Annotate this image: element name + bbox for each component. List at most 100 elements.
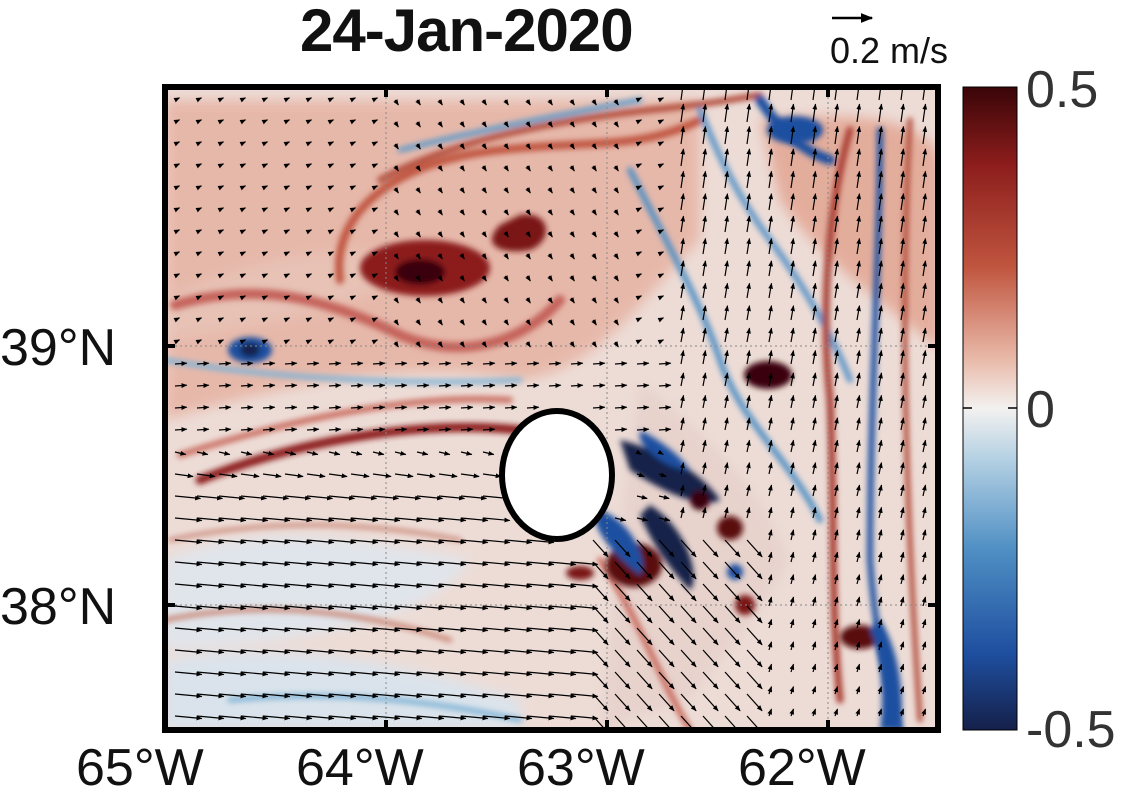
velocity-arrow <box>834 125 840 145</box>
velocity-arrow <box>262 649 291 655</box>
velocity-arrow <box>569 121 575 128</box>
velocity-arrow <box>394 671 423 677</box>
velocity-arrow <box>306 539 335 545</box>
velocity-arrow <box>217 163 225 169</box>
velocity-arrow <box>328 427 342 432</box>
velocity-arrow <box>702 193 708 211</box>
velocity-arrow <box>416 583 445 589</box>
velocity-arrow <box>855 574 861 585</box>
velocity-arrow <box>878 193 884 211</box>
velocity-arrow <box>174 583 203 589</box>
velocity-arrow <box>195 119 203 125</box>
velocity-arrow <box>459 231 465 238</box>
velocity-arrow <box>504 561 533 567</box>
velocity-arrow <box>547 341 553 348</box>
colorbar-tick-max: 0.5 <box>1026 61 1099 119</box>
velocity-arrow <box>196 427 210 432</box>
velocity-arrow <box>635 449 642 456</box>
velocity-arrow <box>569 231 575 238</box>
velocity-arrow <box>327 295 335 301</box>
velocity-arrow <box>702 260 707 277</box>
velocity-arrow <box>614 671 631 690</box>
velocity-arrow <box>724 87 730 101</box>
velocity-arrow <box>482 561 511 567</box>
velocity-arrow <box>240 383 254 388</box>
velocity-arrow <box>218 427 232 432</box>
velocity-arrow <box>790 103 796 123</box>
velocity-arrow <box>525 319 531 326</box>
velocity-arrow <box>591 319 597 326</box>
velocity-arrow <box>482 405 496 410</box>
velocity-arrow <box>701 506 707 519</box>
velocity-arrow <box>680 693 697 712</box>
velocity-arrow <box>922 260 927 277</box>
velocity-arrow <box>217 251 225 257</box>
velocity-arrow <box>371 317 379 323</box>
velocity-arrow <box>196 693 225 699</box>
velocity-arrow <box>790 237 796 255</box>
velocity-arrow <box>922 439 927 453</box>
velocity-arrow <box>877 462 883 475</box>
velocity-arrow <box>833 506 839 519</box>
velocity-arrow <box>416 361 430 366</box>
velocity-arrow <box>746 125 752 145</box>
velocity-arrow <box>240 583 269 589</box>
velocity-arrow <box>503 319 509 326</box>
velocity-arrow <box>636 405 650 410</box>
velocity-arrow <box>438 715 467 721</box>
velocity-arrow <box>767 596 773 607</box>
velocity-arrow <box>174 517 203 523</box>
velocity-arrow <box>921 574 927 585</box>
velocity-arrow <box>438 583 467 589</box>
velocity-arrow <box>724 282 729 299</box>
velocity-arrow <box>415 99 421 106</box>
velocity-arrow <box>591 187 597 194</box>
velocity-arrow <box>504 715 533 721</box>
velocity-arrow <box>636 605 653 624</box>
velocity-arrow <box>768 260 773 277</box>
velocity-arrow <box>371 119 379 125</box>
velocity-arrow <box>174 627 203 633</box>
velocity-arrow <box>328 361 342 366</box>
velocity-arrow <box>922 170 928 189</box>
velocity-arrow <box>195 317 203 323</box>
velocity-arrow <box>702 282 707 299</box>
velocity-arrow <box>394 561 423 567</box>
velocity-arrow <box>196 473 216 479</box>
velocity-arrow <box>834 260 839 277</box>
velocity-arrow <box>701 462 707 475</box>
velocity-arrow <box>636 671 653 690</box>
velocity-arrow <box>591 231 597 238</box>
velocity-arrow <box>658 472 667 478</box>
velocity-arrow <box>635 119 643 125</box>
velocity-arrow <box>218 671 247 677</box>
velocity-arrow <box>746 237 752 255</box>
velocity-arrow <box>416 605 445 611</box>
velocity-arrow <box>393 121 399 128</box>
velocity-arrow <box>812 170 818 189</box>
velocity-arrow <box>195 295 203 301</box>
velocity-arrow <box>812 349 817 365</box>
velocity-arrow <box>372 715 401 721</box>
velocity-arrow <box>437 319 443 326</box>
velocity-arrow <box>855 484 861 497</box>
velocity-arrow <box>372 473 392 479</box>
velocity-arrow <box>877 641 883 651</box>
velocity-arrow <box>724 583 741 602</box>
velocity-arrow <box>724 693 741 712</box>
velocity-arrow <box>350 561 379 567</box>
velocity-arrow <box>702 148 708 167</box>
velocity-arrow <box>460 649 489 655</box>
velocity-arrow <box>680 605 697 624</box>
velocity-arrow <box>921 663 927 673</box>
velocity-arrow <box>218 517 247 523</box>
velocity-arrow <box>262 605 291 611</box>
velocity-arrow <box>438 539 467 545</box>
velocity-arrow <box>570 361 584 366</box>
velocity-arrow <box>174 473 194 479</box>
lat-tick-39: 39°N <box>0 319 117 377</box>
velocity-arrow <box>570 383 584 388</box>
velocity-arrow <box>416 405 430 410</box>
velocity-arrow <box>174 450 187 456</box>
